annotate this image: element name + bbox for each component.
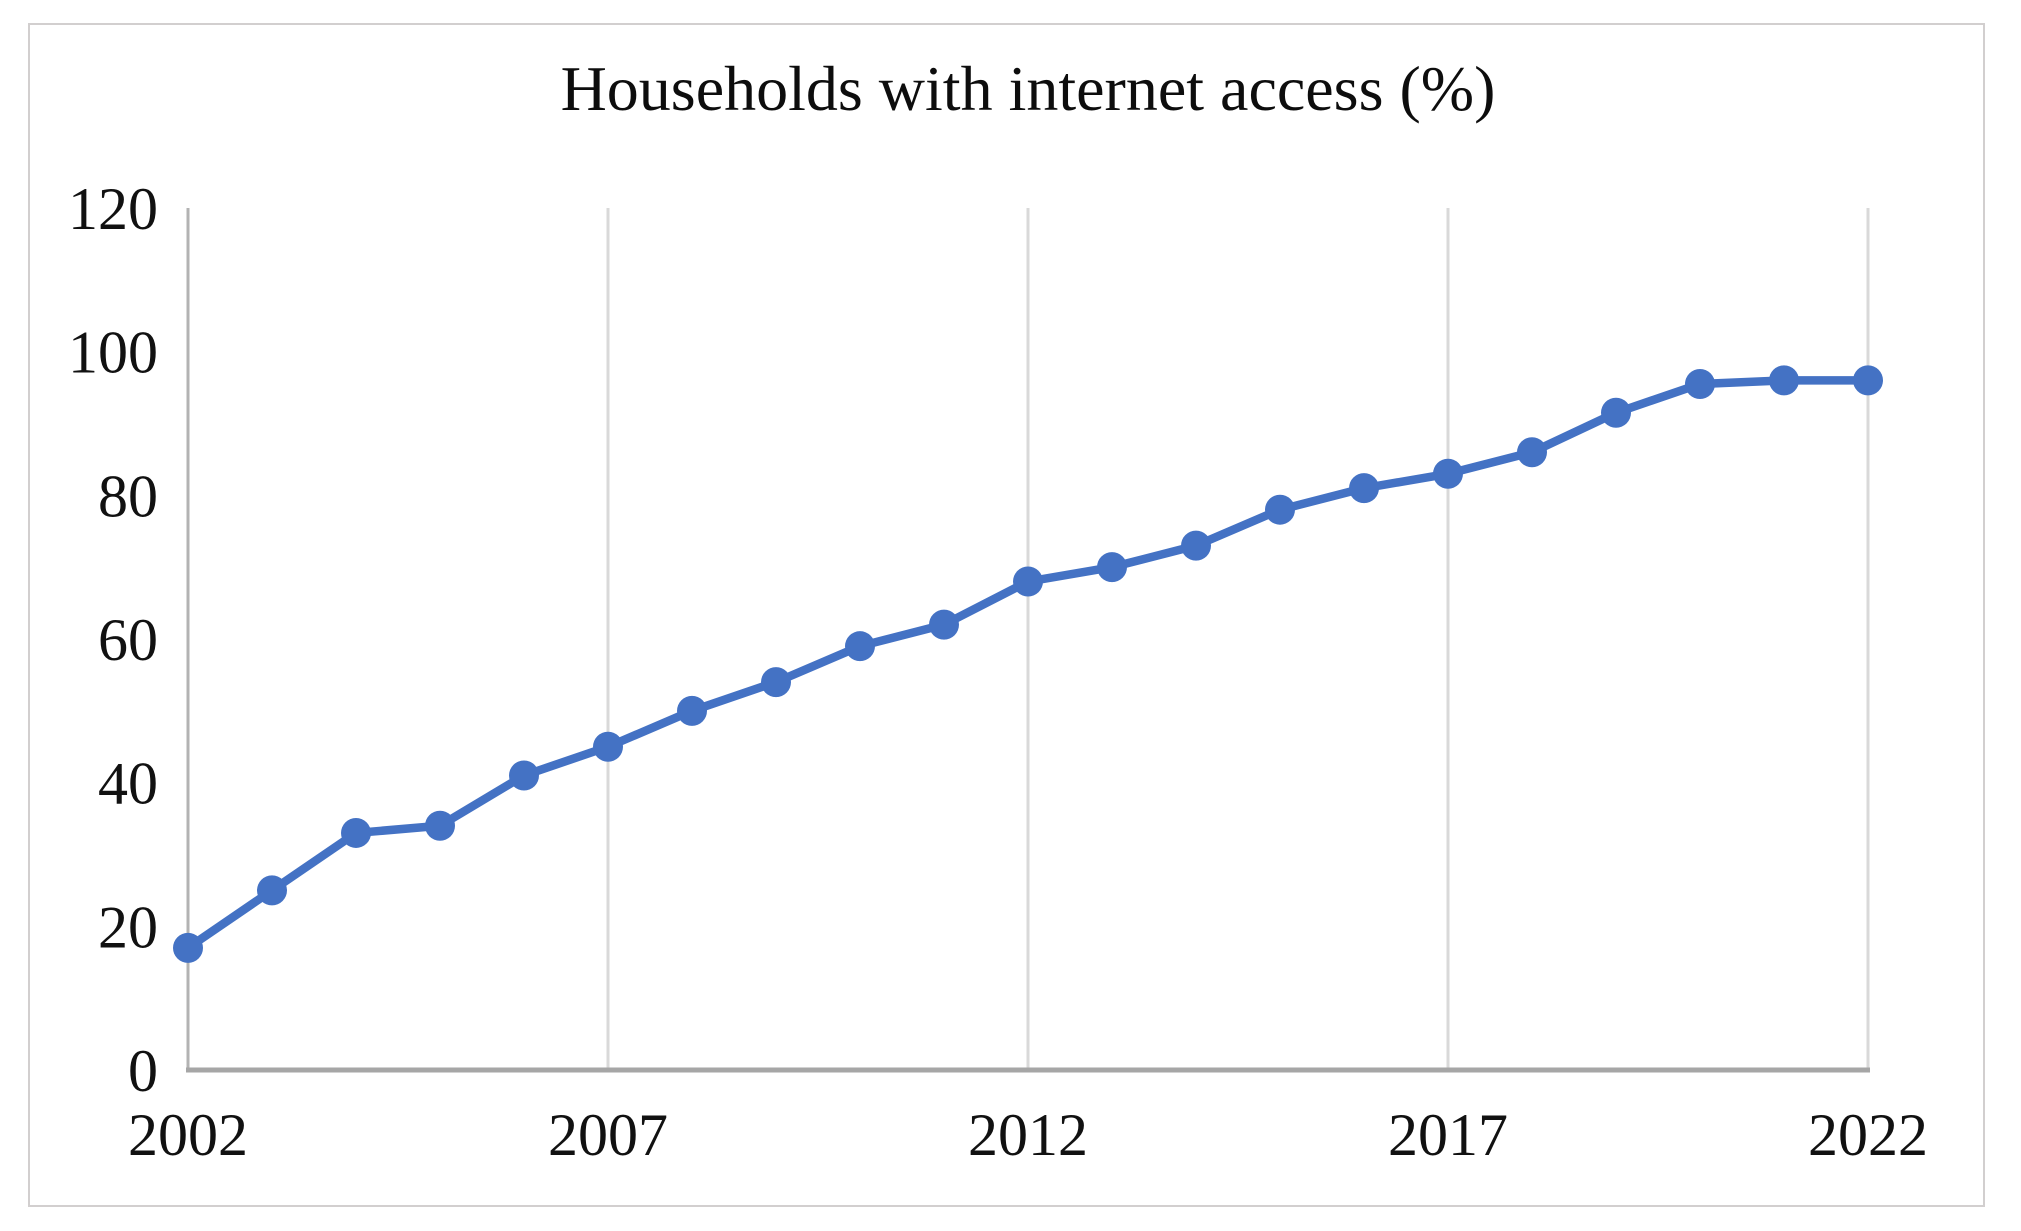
data-point-marker	[1769, 365, 1799, 396]
y-axis-tick-label: 120	[68, 176, 158, 242]
data-point-marker	[1349, 473, 1379, 504]
y-axis-tick-label: 80	[98, 463, 158, 529]
data-point-marker	[677, 695, 707, 726]
y-axis-tick-label: 60	[98, 607, 158, 673]
y-axis-tick-label: 100	[68, 320, 158, 386]
y-axis-tick-label: 0	[128, 1038, 158, 1104]
data-point-marker	[1517, 437, 1547, 468]
data-point-marker	[1601, 397, 1631, 428]
data-point-marker	[341, 817, 371, 848]
x-axis-tick-label: 2017	[1388, 1102, 1508, 1168]
data-point-marker	[257, 875, 287, 906]
data-point-marker	[845, 631, 875, 662]
x-axis-tick-label: 2022	[1808, 1102, 1928, 1168]
chart-frame	[28, 23, 1985, 1207]
data-point-marker	[929, 609, 959, 640]
data-point-marker	[1853, 365, 1883, 396]
data-point-marker	[1013, 566, 1043, 597]
chart-title: Households with internet access (%)	[560, 53, 1496, 124]
data-point-marker	[173, 932, 203, 963]
x-axis-tick-label: 2012	[968, 1102, 1088, 1168]
x-axis-tick-label: 2007	[548, 1102, 668, 1168]
y-axis-tick-label: 40	[98, 751, 158, 817]
data-point-marker	[1265, 494, 1295, 525]
data-point-marker	[1181, 530, 1211, 561]
data-point-marker	[509, 760, 539, 791]
data-point-marker	[1433, 458, 1463, 489]
data-point-marker	[1097, 552, 1127, 583]
data-point-marker	[1685, 368, 1715, 399]
data-point-marker	[593, 731, 623, 762]
y-axis-tick-label: 20	[98, 894, 158, 960]
data-point-marker	[425, 810, 455, 841]
x-axis-tick-label: 2002	[128, 1102, 248, 1168]
data-point-marker	[761, 667, 791, 698]
